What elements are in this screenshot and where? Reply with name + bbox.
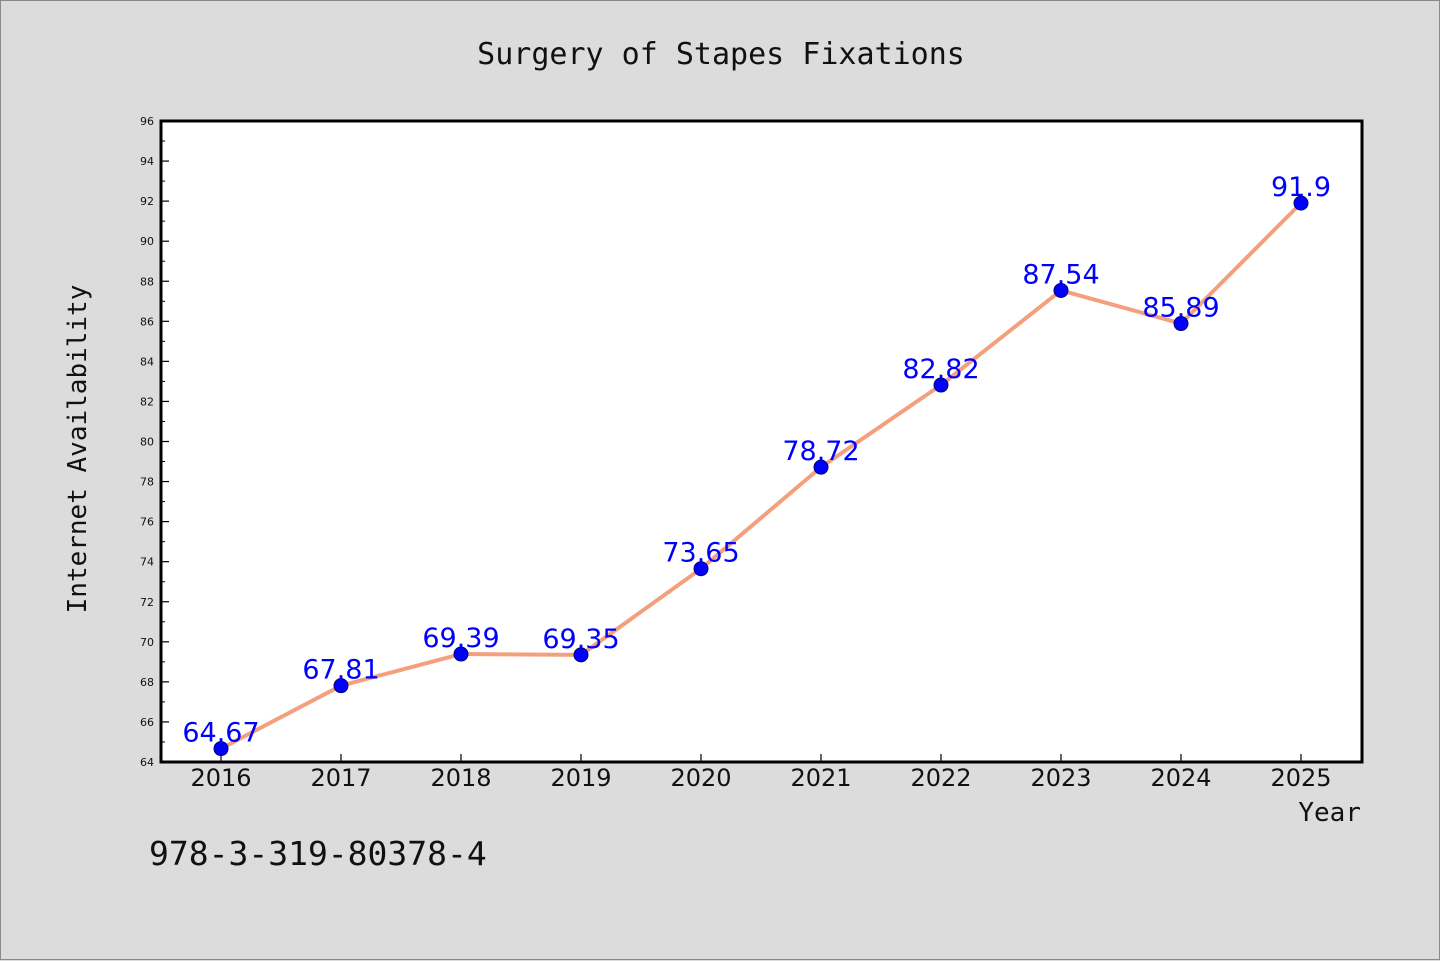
y-axis-label: Internet Availability: [63, 285, 93, 614]
y-tick-label: 78: [140, 476, 154, 489]
series-line: [219, 201, 1303, 751]
y-tick-label: 64: [140, 756, 154, 769]
y-tick-label: 92: [140, 195, 154, 208]
data-label: 67.81: [302, 655, 379, 686]
x-tick-label: 2018: [430, 764, 491, 792]
data-point: [813, 459, 829, 475]
isbn-footer: 978-3-319-80378-4: [149, 834, 487, 873]
chart-title: Surgery of Stapes Fixations: [477, 37, 965, 72]
y-tick-label: 68: [140, 676, 154, 689]
x-tick-label: 2017: [310, 764, 371, 792]
data-label: 69.39: [422, 623, 499, 654]
x-tick-label: 2019: [550, 764, 611, 792]
data-point: [1293, 195, 1309, 211]
data-point: [333, 678, 349, 694]
x-tick-label: 2024: [1150, 764, 1211, 792]
data-label: 82.82: [902, 354, 979, 385]
data-label: 85.89: [1142, 293, 1219, 324]
data-point: [453, 646, 469, 662]
y-tick-label: 74: [140, 556, 154, 569]
y-tick-label: 72: [140, 596, 154, 609]
y-tick-label: 88: [140, 275, 154, 288]
y-tick-label: 84: [140, 355, 154, 368]
data-point: [573, 647, 589, 663]
data-label: 73.65: [662, 538, 739, 569]
x-axis: 2016 2017 2018 2019 2020 2021 2022 2023 2024 2025: [190, 754, 1332, 792]
y-tick-label: 94: [140, 155, 154, 168]
x-tick-label: 2021: [790, 764, 851, 792]
data-point: [933, 377, 949, 393]
data-point: [213, 741, 229, 757]
data-point: [1053, 282, 1069, 298]
x-tick-label: 2016: [190, 764, 251, 792]
series-group: [213, 195, 1309, 757]
x-tick-label: 2020: [670, 764, 731, 792]
y-axis: 64 66 68 70 72 74 76 78 80 82 84 86 88 90 92 94 96: [140, 115, 169, 769]
x-tick-label: 2022: [910, 764, 971, 792]
x-axis-label: Year: [1298, 798, 1361, 828]
y-tick-label: 90: [140, 235, 154, 248]
data-label: 78.72: [782, 436, 859, 467]
data-label: 91.9: [1271, 172, 1331, 203]
data-label: 64.67: [182, 718, 259, 749]
y-tick-label: 70: [140, 636, 154, 649]
x-tick-label: 2023: [1030, 764, 1091, 792]
y-tick-label: 82: [140, 395, 154, 408]
data-label: 87.54: [1022, 259, 1099, 290]
data-label: 69.35: [542, 624, 619, 655]
data-point: [693, 561, 709, 577]
y-tick-label: 96: [140, 115, 154, 128]
plot-area: [159, 119, 1364, 764]
data-point: [1173, 316, 1189, 332]
y-tick-label: 76: [140, 516, 154, 529]
data-labels: 64.67 67.81 69.39 69.35 73.65 78.72 82.82 87.54…: [182, 172, 1331, 748]
y-tick-label: 80: [140, 436, 154, 449]
x-tick-label: 2025: [1270, 764, 1331, 792]
y-tick-label: 66: [140, 716, 154, 729]
y-tick-label: 86: [140, 315, 154, 328]
